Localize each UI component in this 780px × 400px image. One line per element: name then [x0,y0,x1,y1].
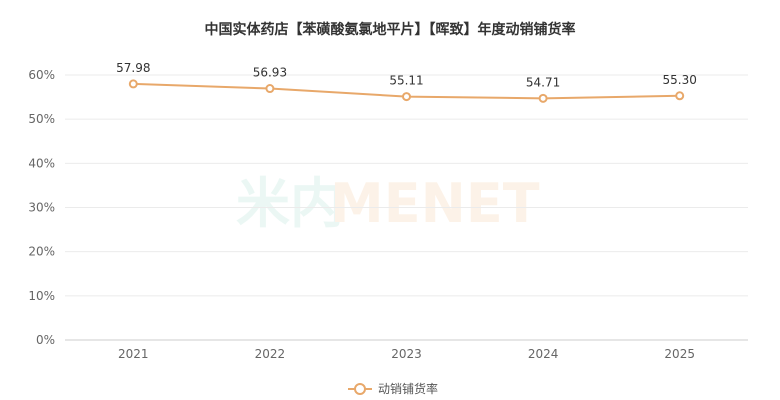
data-point [265,84,275,94]
chart-title: 中国实体药店【苯磺酸氨氯地平片】【晖致】年度动销铺货率 [205,21,576,38]
data-label: 56.93 [253,66,287,80]
x-tick-label: 2023 [391,347,422,361]
x-tick-label: 2021 [118,347,149,361]
watermark-cn: 米内 [236,172,344,235]
legend-marker-icon [354,383,366,395]
legend-label: 动销铺货率 [378,381,438,396]
data-label: 55.30 [663,73,697,87]
watermark: 米内 MENET [236,172,540,235]
data-point [128,79,138,89]
y-tick-label: 50% [28,112,55,126]
y-tick-label: 30% [28,201,55,215]
x-axis: 2021 2022 2023 2024 2025 [65,339,748,361]
y-tick-label: 10% [28,289,55,303]
x-tick-label: 2022 [255,347,286,361]
y-tick-label: 0% [36,333,55,347]
data-point [538,93,548,103]
y-tick-label: 20% [28,245,55,259]
legend[interactable]: 动销铺货率 [348,381,438,396]
y-tick-label: 60% [28,68,55,82]
y-axis: 0% 10% 20% 30% 40% 50% 60% [28,68,55,347]
data-point [402,92,411,102]
x-tick-label: 2024 [528,347,559,361]
watermark-en: MENET [330,172,540,235]
data-label: 55.11 [389,74,423,88]
series-layer [128,79,685,103]
y-tick-label: 40% [28,156,55,170]
data-labels: 57.98 56.93 55.11 54.71 55.30 [116,61,697,89]
data-point [675,91,685,101]
grid-layer [65,74,748,297]
data-label: 54.71 [526,75,560,89]
data-label: 57.98 [116,61,150,75]
x-tick-label: 2025 [664,347,695,361]
